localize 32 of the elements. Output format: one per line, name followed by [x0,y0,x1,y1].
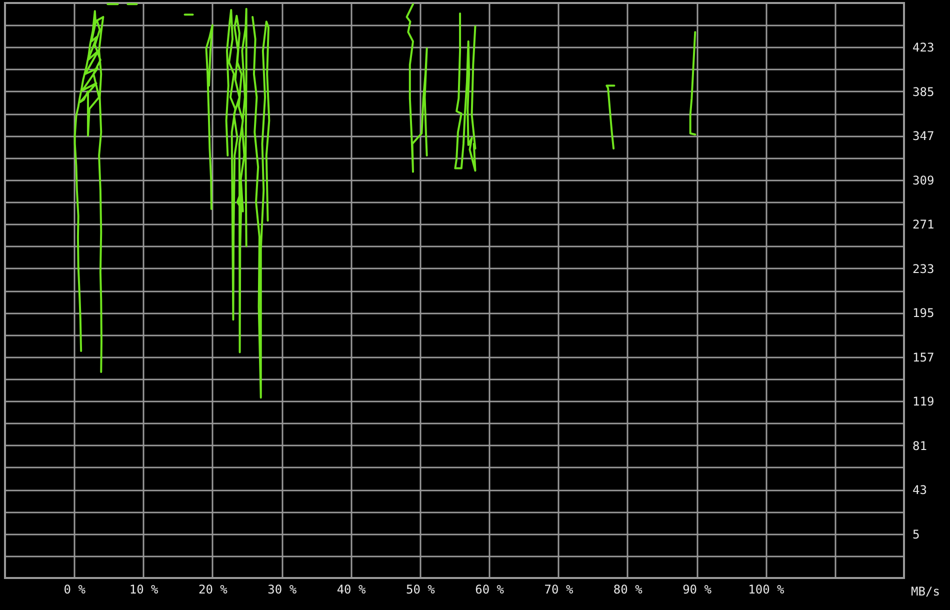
x-tick-label: 0 % [64,582,86,596]
y-tick-label: 43 [912,483,927,498]
line-series [74,10,104,373]
y-axis-title: MB/s [911,584,940,598]
y-tick-label: 5 [912,527,920,542]
x-tick-label: 100 % [748,582,786,596]
line-series [689,31,696,136]
x-tick-label: 80 % [613,582,644,596]
x-tick-label: 30 % [268,582,298,596]
x-tick-label: 50 % [406,582,436,596]
y-tick-label: 157 [912,350,934,364]
y-tick-label: 81 [912,438,927,453]
y-tick-label: 195 [912,306,934,320]
x-tick-label: 90 % [682,582,712,596]
x-tick-label: 20 % [198,582,228,596]
line-series [225,8,248,354]
y-tick-label: 347 [912,129,934,144]
y-tick-label: 233 [912,262,934,276]
x-tick-label: 10 % [129,582,160,596]
line-series [606,84,616,150]
y-tick-label: 385 [912,84,934,99]
y-tick-label: 119 [912,394,934,409]
x-tick-label: 40 % [336,582,366,596]
x-tick-label: 60 % [475,582,505,596]
line-series [252,16,270,399]
y-tick-label: 309 [912,173,934,188]
line-series [406,3,428,173]
y-tick-label: 423 [912,40,934,55]
line-series [454,12,476,172]
x-tick-label: 70 % [544,582,574,596]
y-tick-label: 271 [912,218,934,232]
line-series [205,24,214,210]
